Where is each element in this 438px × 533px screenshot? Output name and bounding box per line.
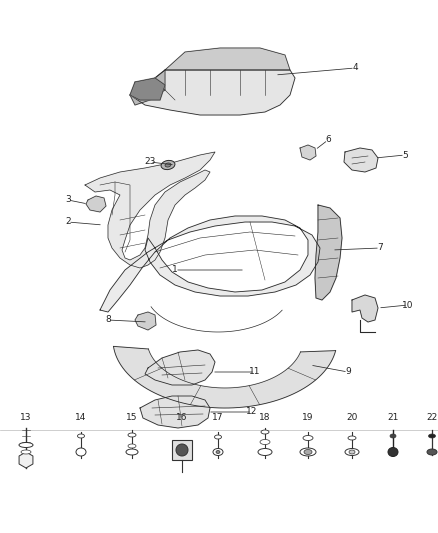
Text: 17: 17	[212, 413, 224, 422]
Polygon shape	[130, 70, 165, 105]
Bar	[172, 440, 192, 460]
Polygon shape	[130, 70, 295, 115]
Polygon shape	[113, 346, 336, 408]
Text: 20: 20	[346, 413, 358, 422]
Text: 6: 6	[325, 135, 331, 144]
Ellipse shape	[161, 160, 175, 169]
Ellipse shape	[213, 448, 223, 456]
Text: 9: 9	[345, 367, 351, 376]
Ellipse shape	[215, 435, 222, 439]
Ellipse shape	[128, 444, 136, 448]
Circle shape	[176, 444, 188, 456]
Polygon shape	[145, 350, 215, 385]
Text: 5: 5	[402, 150, 408, 159]
Text: 21: 21	[387, 413, 399, 422]
Text: 7: 7	[377, 244, 383, 253]
Ellipse shape	[165, 163, 171, 167]
Ellipse shape	[300, 448, 316, 456]
Ellipse shape	[427, 449, 437, 455]
Ellipse shape	[128, 433, 136, 437]
Polygon shape	[100, 216, 320, 312]
Ellipse shape	[345, 448, 359, 456]
Text: 12: 12	[246, 408, 258, 416]
Ellipse shape	[303, 435, 313, 440]
Ellipse shape	[78, 434, 85, 438]
Polygon shape	[135, 312, 156, 330]
Text: 22: 22	[426, 413, 438, 422]
Text: 14: 14	[75, 413, 87, 422]
Ellipse shape	[19, 442, 33, 448]
Polygon shape	[165, 48, 290, 70]
Ellipse shape	[21, 450, 31, 454]
Polygon shape	[315, 205, 342, 300]
Text: 4: 4	[352, 63, 358, 72]
Polygon shape	[352, 295, 378, 322]
Ellipse shape	[428, 434, 435, 438]
Text: 18: 18	[259, 413, 271, 422]
Ellipse shape	[388, 448, 398, 456]
Text: 15: 15	[126, 413, 138, 422]
Text: 11: 11	[249, 367, 261, 376]
Polygon shape	[86, 196, 106, 212]
Text: 23: 23	[144, 157, 155, 166]
Text: 16: 16	[176, 413, 188, 422]
Ellipse shape	[349, 450, 355, 454]
Text: 10: 10	[402, 301, 414, 310]
Ellipse shape	[348, 436, 356, 440]
Polygon shape	[300, 145, 316, 160]
Ellipse shape	[76, 448, 86, 456]
Ellipse shape	[216, 450, 220, 454]
Polygon shape	[344, 148, 378, 172]
Ellipse shape	[304, 449, 312, 455]
Text: 19: 19	[302, 413, 314, 422]
Ellipse shape	[126, 449, 138, 455]
Polygon shape	[140, 396, 210, 428]
Text: 1: 1	[172, 265, 178, 274]
Ellipse shape	[260, 440, 270, 445]
Ellipse shape	[261, 430, 269, 434]
Text: 13: 13	[20, 413, 32, 422]
Polygon shape	[130, 78, 165, 100]
Text: 2: 2	[65, 217, 71, 227]
Polygon shape	[85, 152, 215, 268]
Text: 3: 3	[65, 196, 71, 205]
Ellipse shape	[390, 434, 396, 438]
Text: 8: 8	[105, 316, 111, 325]
Ellipse shape	[258, 448, 272, 456]
